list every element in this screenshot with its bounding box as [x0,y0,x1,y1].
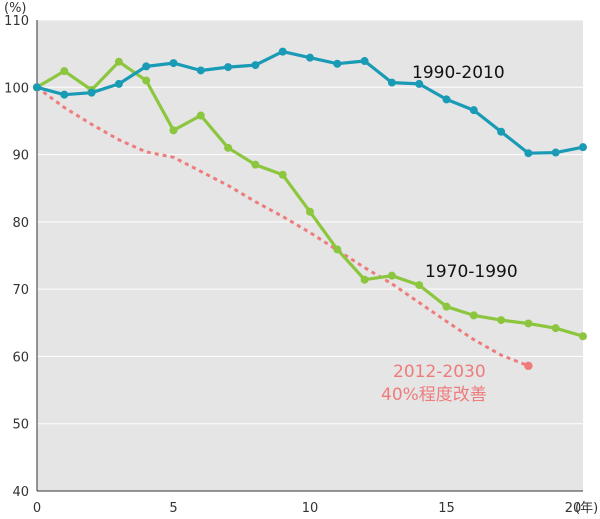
point-1970-1990-18 [524,319,533,328]
point-1990-2010-7 [224,63,233,72]
point-1970-1990-17 [497,316,506,325]
point-1990-2010-17 [497,127,506,136]
annotation-1990-2010: 1990-2010 [412,63,505,83]
x-tick-label-5: 5 [169,501,177,516]
annotation-2012-2030: 2012-2030 [393,362,486,382]
point-1970-1990-16 [469,311,478,320]
annotation-1970-1990: 1970-1990 [425,262,518,282]
point-1990-2010-4 [142,62,151,71]
x-tick-labels: 0 5 10 15 20 [33,501,581,516]
point-1970-1990-8 [251,160,260,169]
point-1970-1990-11 [333,245,342,254]
y-tick-label-50: 50 [12,418,29,433]
point-1990-2010-10 [306,53,314,62]
y-tick-labels: 40 50 60 70 80 90 100 110 [4,14,29,500]
point-1970-1990-3 [114,57,123,66]
x-axis-unit: (年) [575,501,598,516]
y-axis-unit: (%) [4,1,27,16]
point-1970-1990-5 [169,126,178,135]
point-1970-1990-14 [415,281,424,290]
point-1990-2010-3 [114,79,123,88]
x-tick-label-20: 20 [565,501,582,516]
x-tick-label-0: 0 [33,501,41,516]
y-tick-label-70: 70 [12,283,29,298]
x-tick-label-15: 15 [438,501,455,516]
series-1970-1990 [33,57,587,341]
point-2012-2030-18 [524,361,533,371]
point-1990-2010-15 [442,95,451,104]
point-1970-1990-19 [551,324,560,333]
y-tick-label-40: 40 [12,485,29,500]
point-1970-1990-20 [579,332,587,341]
point-1970-1990-15 [442,302,451,311]
y-tick-label-90: 90 [12,149,29,164]
point-1990-2010-13 [387,78,396,87]
point-1990-2010-5 [169,59,178,68]
point-1990-2010-14 [415,79,424,88]
y-tick-label-100: 100 [4,81,29,96]
point-1990-2010-2 [87,88,96,97]
point-1990-2010-11 [333,59,342,68]
point-1970-1990-1 [60,67,69,76]
series-group [32,47,587,371]
grid-lines [37,19,583,425]
point-1970-1990-6 [196,111,205,120]
point-1990-2010-6 [196,66,205,75]
series-line-2012-2030 [36,86,529,368]
point-1990-2010-12 [360,57,369,66]
point-1990-2010-9 [278,47,287,56]
point-1970-1990-12 [360,275,369,284]
annotation-improvement: 40%程度改善 [381,385,487,405]
y-tick-label-80: 80 [12,216,29,231]
point-1970-1990-13 [387,271,396,280]
series-1990-2010 [33,47,587,158]
point-1970-1990-7 [224,143,233,152]
x-tick-label-10: 10 [302,501,319,516]
y-tick-label-60: 60 [12,350,29,365]
point-1990-2010-18 [524,149,533,158]
point-1990-2010-8 [251,61,260,70]
point-1990-2010-19 [551,148,560,157]
y-tick-label-110: 110 [4,14,29,29]
point-1990-2010-0 [33,83,41,92]
point-1990-2010-16 [469,106,478,115]
point-1970-1990-4 [142,76,151,85]
point-1970-1990-9 [278,170,287,179]
point-1990-2010-1 [60,90,69,99]
point-1970-1990-10 [306,207,314,216]
point-1990-2010-20 [579,143,587,152]
plot-area [37,20,583,491]
